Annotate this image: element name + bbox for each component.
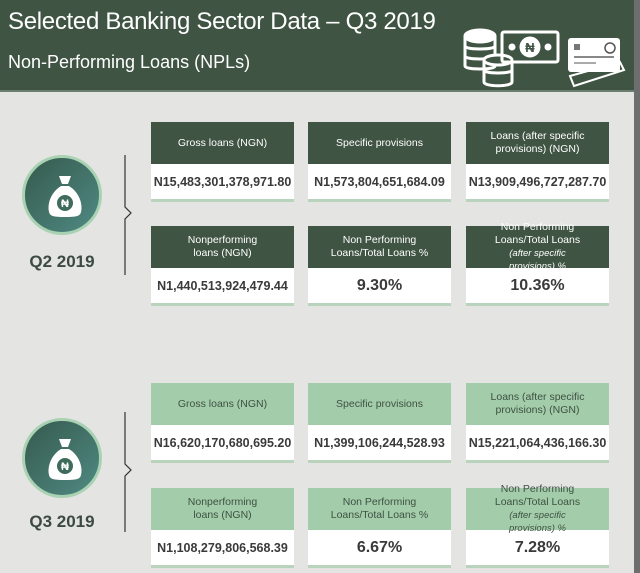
page-header: Selected Banking Sector Data – Q3 2019 N… (0, 0, 640, 92)
q3-label: Q3 2019 (29, 512, 95, 531)
naira-banknote-icon: ₦ (500, 30, 560, 64)
q3-card-gross-loans: Gross loans (NGN) N16,620,170,680,695.20 (151, 383, 294, 463)
coins-icon (463, 28, 514, 88)
page-title: Selected Banking Sector Data – Q3 2019 (8, 8, 436, 35)
q2-money-bag-badge: ₦ (22, 155, 102, 235)
q3-card-specific-provisions: Specific provisions N1,399,106,244,528.93 (308, 383, 451, 463)
q2-card-specific-provisions: Specific provisions N1,573,804,651,684.09 (308, 122, 451, 202)
scrollbar[interactable] (634, 0, 640, 573)
q2-bracket (124, 155, 132, 275)
q2-card-gross-loans: Gross loans (NGN) N15,483,301,378,971.80 (151, 122, 294, 202)
q3-card-npl-ratio: Non Performing Loans/Total Loans % 6.67% (308, 488, 451, 568)
q2-card-loans-after-provisions: Loans (after specific provisions) (NGN) N… (466, 122, 609, 202)
header-icons: ₦ (460, 28, 630, 97)
q2-label: Q2 2019 (29, 252, 95, 271)
page-subtitle: Non-Performing Loans (NPLs) (8, 52, 251, 72)
q3-bracket (124, 412, 132, 532)
q3-card-npl-ratio-after-provisions: Non Performing Loans/Total Loans (after s… (466, 483, 609, 568)
svg-text:₦: ₦ (61, 198, 69, 210)
q2-card-npl-ratio-after-provisions: Non Performing Loans/Total Loans (after s… (466, 221, 609, 306)
q3-money-bag-badge: ₦ (22, 418, 102, 498)
credit-card-icon (568, 38, 626, 88)
q3-card-loans-after-provisions: Loans (after specific provisions) (NGN) N… (466, 383, 609, 463)
money-bag-naira-icon: ₦ (48, 176, 82, 217)
svg-text:₦: ₦ (61, 461, 69, 473)
q2-card-nonperforming-loans: Nonperforming loans (NGN) N1,440,513,924,… (151, 226, 294, 306)
money-bag-naira-icon: ₦ (48, 439, 82, 480)
q3-card-nonperforming-loans: Nonperforming loans (NGN) N1,108,279,806,… (151, 488, 294, 568)
q2-card-npl-ratio: Non Performing Loans/Total Loans % 9.30% (308, 226, 451, 306)
svg-text:₦: ₦ (525, 40, 535, 55)
